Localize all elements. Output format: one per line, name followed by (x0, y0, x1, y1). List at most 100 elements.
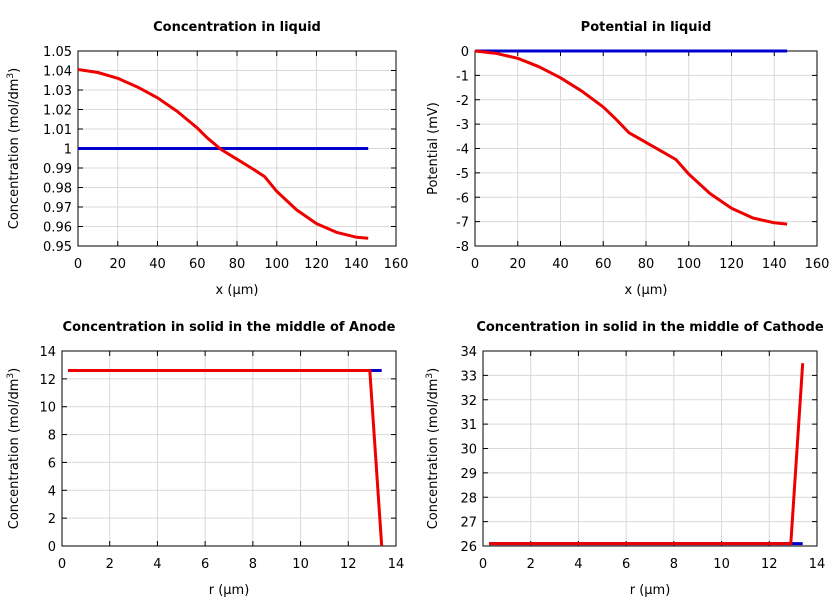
chart-panel-4: 0 2 4 6 8 10 12 14 26 27 28 29 30 31 32 33 34 Concentrati… (425, 320, 825, 598)
x-tick-label: 10 (292, 557, 309, 572)
red-series-line (489, 363, 805, 546)
y-tick-label: -3 (456, 118, 469, 133)
y-tick-label: 1 (64, 143, 72, 158)
y-tick-label: -4 (456, 143, 469, 158)
y-tick-label: 1.01 (43, 123, 72, 138)
chart-panel-2: 0 20 40 60 80 100 120 140 160 -8 -7 -6 -5 -4 -3 -2 -1 0 Po… (426, 20, 829, 298)
x-tick-label: 12 (761, 557, 778, 572)
y-tick-label: 2 (48, 512, 56, 527)
x-tick-label: 40 (552, 257, 569, 272)
y-tick-label: -2 (456, 94, 469, 109)
y-axis-label-superscript: 3 (6, 73, 16, 79)
y-tick-label: -1 (456, 69, 469, 84)
x-axis-label: r (µm) (630, 583, 671, 598)
y-tick-label: 1.05 (43, 45, 72, 60)
red-series-line (78, 68, 369, 240)
x-tick-label: 140 (344, 257, 369, 272)
y-tick-label: -8 (456, 240, 469, 255)
y-tick-label: 0.95 (43, 240, 72, 255)
x-tick-label: 20 (509, 257, 526, 272)
y-axis-label-end: ) (7, 68, 22, 73)
x-tick-label: 14 (809, 557, 826, 572)
x-tick-label: 8 (249, 557, 257, 572)
y-axis-label-superscript: 3 (425, 373, 435, 379)
x-tick-label: 160 (384, 257, 409, 272)
x-tick-label: 6 (201, 557, 209, 572)
y-axis-label-text: Concentration (mol/dm (7, 379, 22, 530)
x-tick-label: 0 (471, 257, 479, 272)
x-tick-label: 40 (149, 257, 166, 272)
y-tick-label: 31 (460, 418, 477, 433)
y-tick-label: 4 (48, 484, 56, 499)
x-tick-label: 2 (527, 557, 535, 572)
y-axis-label-text: Potential (mV) (426, 102, 441, 195)
x-tick-label: 10 (713, 557, 730, 572)
x-tick-label: 120 (719, 257, 744, 272)
y-tick-label: 34 (460, 345, 477, 360)
x-tick-label: 100 (264, 257, 289, 272)
chart-title: Concentration in solid in the middle of … (476, 320, 824, 335)
red-series-line (68, 369, 384, 547)
y-tick-label: 1.02 (43, 104, 72, 119)
x-tick-label: 120 (304, 257, 329, 272)
y-axis-label-superscript: 3 (6, 373, 16, 379)
y-tick-label: -5 (456, 167, 469, 182)
y-tick-label: 0.98 (43, 182, 72, 197)
y-axis-label: Concentration (mol/dm3) (6, 368, 22, 530)
y-tick-label: 32 (460, 394, 477, 409)
x-tick-label: 100 (676, 257, 701, 272)
x-tick-label: 8 (670, 557, 678, 572)
x-tick-label: 80 (229, 257, 246, 272)
x-tick-label: 0 (58, 557, 66, 572)
chart-title: Concentration in solid in the middle of … (63, 320, 396, 335)
y-tick-label: 28 (460, 491, 477, 506)
y-tick-label: -6 (456, 191, 469, 206)
x-tick-label: 0 (479, 557, 487, 572)
x-tick-label: 14 (388, 557, 405, 572)
x-axis-label: x (µm) (625, 283, 668, 298)
y-axis-label: Potential (mV) (426, 102, 441, 195)
chart-panel-3: 0 2 4 6 8 10 12 14 0 2 4 6 8 10 12 14 Concentration in s… (6, 320, 404, 598)
y-tick-label: 27 (460, 516, 477, 531)
chart-panel-1: 0 20 40 60 80 100 120 140 160 0.95 0.96 0.97 0.98 0.9… (6, 20, 408, 298)
x-tick-label: 2 (106, 557, 114, 572)
x-tick-label: 20 (109, 257, 126, 272)
x-axis-label: x (µm) (216, 283, 259, 298)
x-tick-label: 4 (574, 557, 582, 572)
x-tick-label: 60 (595, 257, 612, 272)
x-tick-label: 140 (762, 257, 787, 272)
x-tick-label: 4 (153, 557, 161, 572)
y-axis-label: Concentration (mol/dm3) (6, 68, 22, 230)
y-tick-label: 8 (48, 429, 56, 444)
x-tick-label: 6 (622, 557, 630, 572)
y-axis-label: Concentration (mol/dm3) (425, 368, 441, 530)
y-axis-label-text: Concentration (mol/dm (426, 379, 441, 530)
red-series-line (475, 49, 788, 226)
y-axis-label-end: ) (426, 368, 441, 373)
y-axis-label-end: ) (7, 368, 22, 373)
y-tick-label: 1.04 (43, 65, 72, 80)
y-tick-label: 12 (39, 373, 56, 388)
y-tick-label: 0.97 (43, 201, 72, 216)
y-tick-label: 30 (460, 443, 477, 458)
y-tick-label: 0.96 (43, 221, 72, 236)
y-tick-label: 6 (48, 456, 56, 471)
y-axis-label-text: Concentration (mol/dm (7, 79, 22, 230)
x-axis-label: r (µm) (209, 583, 250, 598)
y-tick-label: 1.03 (43, 84, 72, 99)
y-tick-label: 14 (39, 345, 56, 360)
x-tick-label: 12 (340, 557, 357, 572)
y-tick-label: 0 (48, 540, 56, 555)
y-tick-label: 26 (460, 540, 477, 555)
y-tick-label: 10 (39, 401, 56, 416)
y-tick-label: -7 (456, 216, 469, 231)
x-tick-label: 60 (189, 257, 206, 272)
chart-title: Concentration in liquid (153, 20, 321, 35)
y-tick-label: 33 (460, 369, 477, 384)
plot-frame (61, 350, 397, 547)
y-tick-label: 29 (460, 467, 477, 482)
y-tick-label: 0.99 (43, 162, 72, 177)
x-tick-label: 80 (638, 257, 655, 272)
x-tick-label: 160 (805, 257, 830, 272)
